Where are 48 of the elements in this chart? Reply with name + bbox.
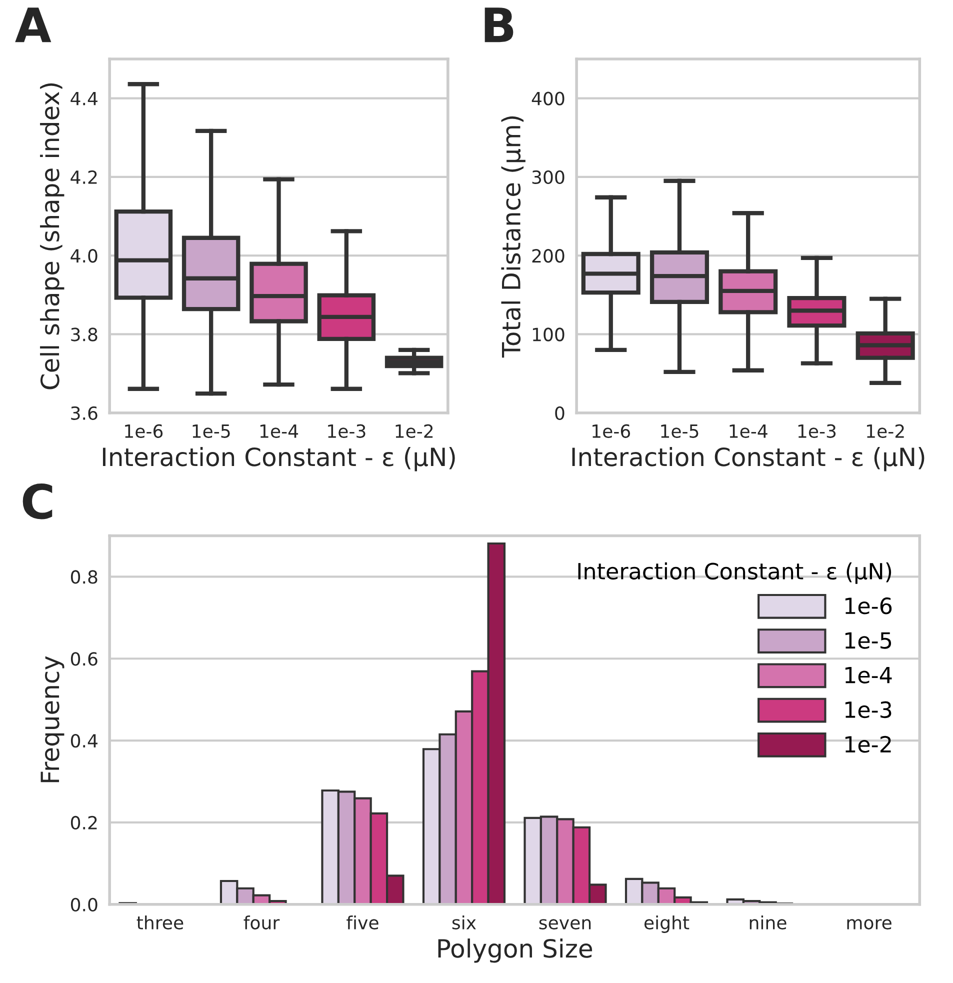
y-tick-label: 0.8 (70, 570, 98, 584)
legend-label: 1e-3 (845, 701, 892, 718)
y-tick-label: 3.8 (71, 328, 98, 342)
x-tick-label: 1e-5 (661, 424, 698, 438)
x-tick-label: eight (644, 915, 690, 933)
y-tick-label: 300 (532, 170, 564, 184)
y-axis-title: Cell shape (shape index) (40, 83, 64, 390)
chart-title: A (15, 8, 52, 42)
x-tick-label: 1e-3 (798, 424, 836, 438)
legend-label: 1e-5 (845, 632, 892, 649)
x-tick-label: more (847, 919, 892, 930)
x-tick-label: 1e-2 (396, 424, 433, 438)
y-tick-label: 200 (532, 249, 564, 263)
y-tick-label: 4.0 (70, 249, 98, 263)
x-tick-label: five (346, 915, 378, 930)
y-tick-label: 3.6 (71, 406, 98, 420)
x-tick-label: 1e-4 (260, 424, 298, 438)
y-tick-label: 4.4 (70, 92, 98, 106)
legend-label: 1e-2 (845, 736, 891, 753)
legend-title: Interaction Constant - ε (μN) (578, 562, 892, 584)
y-tick-label: 400 (532, 92, 564, 106)
x-tick-label: seven (539, 919, 591, 930)
y-tick-label: 100 (532, 328, 564, 342)
x-axis-title: Polygon Size (438, 938, 592, 963)
x-tick-label: 1e-2 (867, 424, 904, 438)
x-tick-label: 1e-3 (328, 424, 366, 438)
x-tick-label: 1e-6 (592, 424, 630, 438)
y-tick-label: 0.2 (70, 816, 97, 830)
chart-title: B (484, 8, 514, 42)
y-tick-label: 0.0 (70, 898, 98, 912)
y-tick-label: 0.4 (70, 734, 98, 748)
x-tick-label: 1e-6 (125, 424, 163, 438)
x-axis-title: Interaction Constant - ε (μN) (572, 447, 924, 472)
y-tick-label: 4.2 (70, 170, 97, 184)
x-axis-title: Interaction Constant - ε (μN) (102, 447, 455, 472)
chart-title: C (22, 483, 52, 520)
x-tick-label: three (136, 915, 184, 930)
x-tick-label: four (244, 915, 280, 930)
y-axis-title: Frequency (40, 656, 64, 782)
y-tick-label: 0 (555, 406, 564, 420)
x-tick-label: 1e-4 (730, 424, 768, 438)
x-tick-label: six (452, 915, 476, 930)
x-tick-label: 1e-5 (192, 424, 230, 438)
legend-label: 1e-6 (845, 597, 892, 614)
y-tick-label: 0.6 (70, 652, 98, 666)
y-axis-title: Total Distance (μm) (501, 116, 526, 358)
legend-label: 1e-4 (845, 666, 892, 684)
x-tick-label: nine (750, 915, 786, 930)
